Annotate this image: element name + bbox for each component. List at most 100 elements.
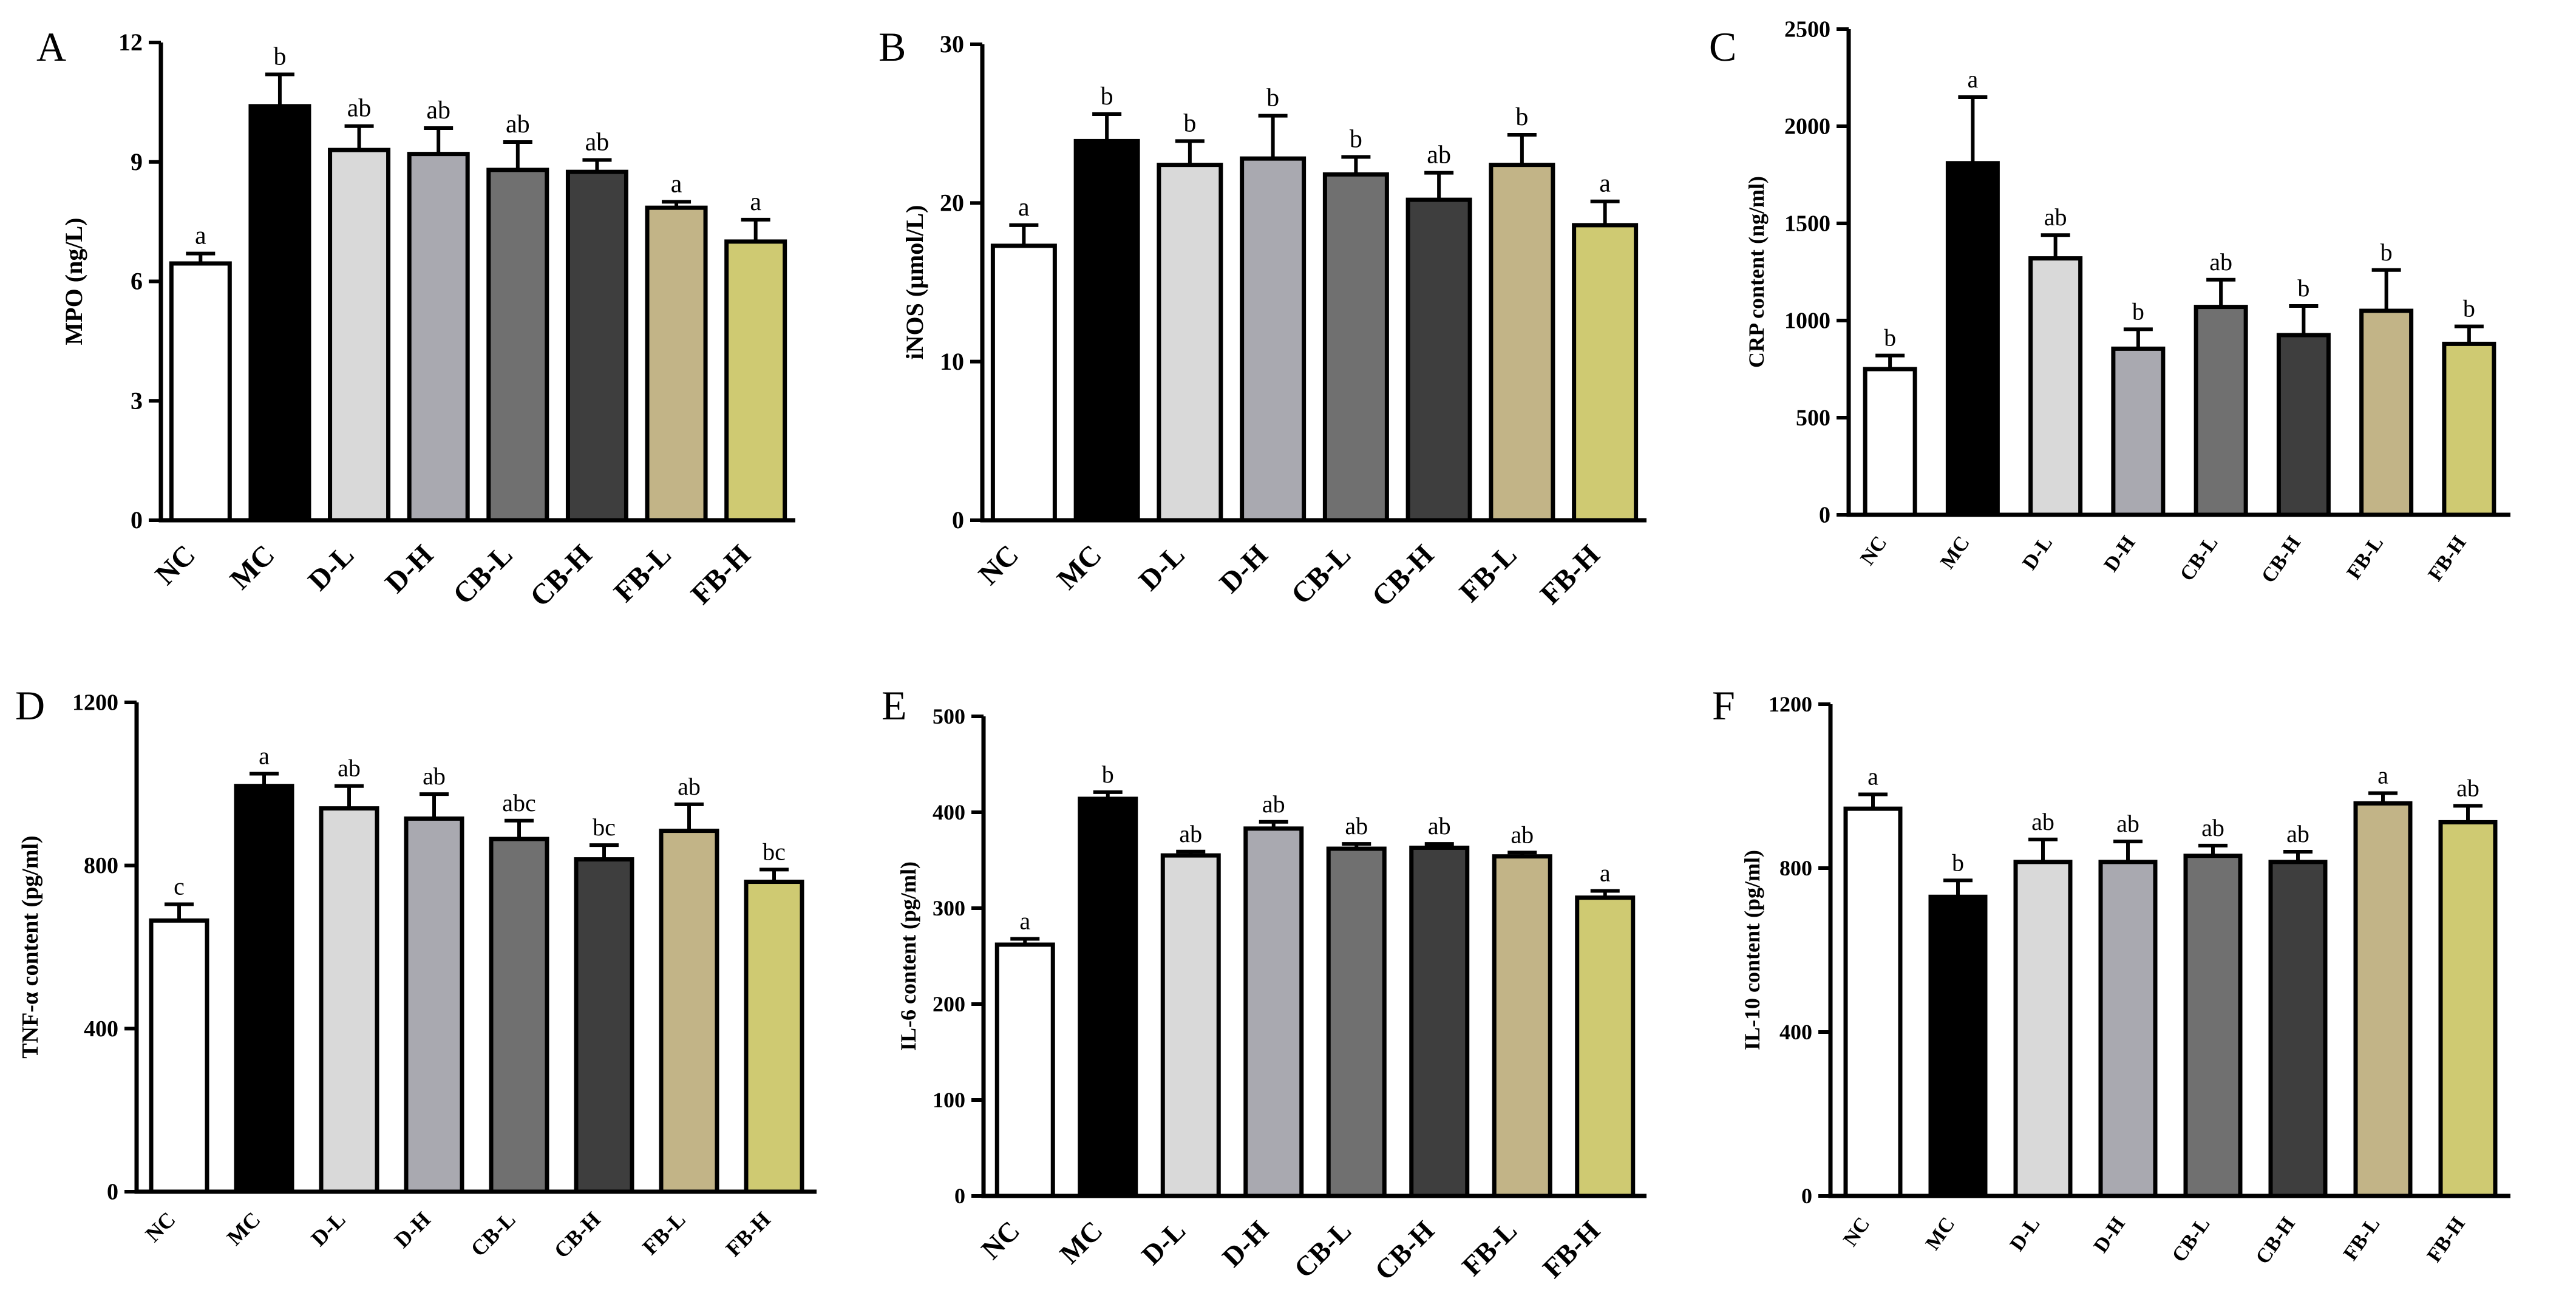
y-tick-label: 0	[954, 1184, 965, 1208]
bar	[744, 880, 804, 1194]
significance-label: b	[1952, 849, 1964, 876]
significance-label: a	[671, 170, 682, 198]
significance-label: ab	[1262, 790, 1285, 818]
bar	[1157, 163, 1223, 523]
y-tick-label: 100	[933, 1088, 965, 1112]
panel-letter: F	[1712, 682, 1735, 728]
bar	[328, 148, 391, 523]
panel-letter: E	[882, 682, 907, 728]
bar	[1492, 854, 1552, 1198]
category-label: CB-L	[2176, 532, 2223, 585]
significance-label: c	[174, 872, 185, 900]
panel-f: F 0 400 800 1200 IL-10 content (pg/ml) a NC b MC a…	[1712, 682, 2510, 1268]
y-tick-label: 200	[933, 992, 965, 1016]
bar	[565, 169, 628, 523]
category-label: CB-L	[1288, 1215, 1358, 1284]
y-axis-title: IL-6 content (pg/ml)	[896, 861, 920, 1051]
category-label: FB-H	[2423, 1213, 2470, 1266]
panel-b: B 0 10 20 30 iNOS (μmol/L) a NC b MC b D-L b D-H b CB-L…	[878, 24, 1647, 613]
y-tick-label: 1500	[1784, 211, 1830, 237]
category-label: MC	[1922, 1213, 1960, 1254]
panel-letter: D	[15, 682, 45, 728]
category-label: D-H	[390, 1207, 435, 1252]
bar	[994, 942, 1055, 1198]
bar	[1489, 163, 1555, 523]
bar	[1243, 826, 1304, 1198]
significance-label: ab	[2031, 808, 2054, 835]
category-label: NC	[973, 538, 1025, 591]
category-label: CB-H	[2251, 1213, 2299, 1268]
y-tick-label: 800	[84, 853, 118, 878]
significance-label: bc	[593, 813, 616, 841]
bar	[1073, 138, 1140, 523]
category-label: D-L	[1135, 1215, 1191, 1271]
category-label: NC	[149, 538, 202, 591]
bar	[489, 837, 549, 1194]
category-label: CB-L	[447, 538, 519, 611]
category-label: FB-L	[608, 538, 678, 608]
significance-label: b	[2132, 297, 2144, 325]
category-label: CB-L	[1285, 538, 1358, 611]
significance-label: ab	[1427, 141, 1451, 169]
significance-label: b	[2381, 239, 2393, 266]
bar	[169, 261, 232, 523]
panel-e: E 0 100 200 300 400 500 IL-6 content (pg/ml) a NC…	[882, 682, 1647, 1286]
category-label: CB-H	[1366, 538, 1440, 613]
category-label: CB-L	[466, 1207, 520, 1261]
category-label: FB-H	[721, 1207, 775, 1261]
significance-label: abc	[502, 789, 536, 817]
panel-c: C 0 500 1000 1500 2000 2500 CRP content (ng/ml)…	[1709, 17, 2510, 587]
category-label: D-H	[379, 538, 440, 599]
significance-label: ab	[678, 773, 701, 800]
bar	[234, 784, 294, 1194]
bar	[1843, 806, 1903, 1198]
y-tick-label: 800	[1779, 856, 1812, 880]
panel-a: A 0 3 6 9 12 MPO (ng/L) a NC b MC ab D-L ab D-H ab CB-L a…	[36, 24, 795, 613]
significance-label: b	[1183, 109, 1196, 137]
bar	[2442, 341, 2496, 517]
significance-label: a	[1600, 860, 1611, 887]
y-tick-label: 2500	[1784, 17, 1830, 42]
category-label: FB-L	[1456, 1215, 1523, 1282]
bar	[2183, 854, 2243, 1198]
significance-label: ab	[1511, 821, 1534, 848]
bar	[724, 239, 787, 523]
significance-label: a	[1967, 66, 1978, 93]
significance-label: b	[1102, 761, 1114, 788]
y-tick-label: 0	[131, 506, 143, 534]
significance-label: b	[1350, 126, 1362, 154]
significance-label: ab	[423, 762, 446, 790]
significance-label: ab	[2044, 203, 2067, 231]
bar	[486, 168, 549, 523]
significance-label: b	[1884, 324, 1896, 351]
significance-label: b	[2463, 295, 2475, 322]
significance-label: b	[1515, 103, 1528, 131]
y-axis-title: MPO (ng/L)	[60, 218, 87, 345]
bar	[990, 243, 1057, 523]
significance-label: a	[195, 222, 206, 250]
significance-label: ab	[1428, 812, 1451, 840]
bar	[1572, 223, 1639, 523]
significance-label: ab	[506, 110, 530, 138]
y-tick-label: 1200	[1769, 692, 1812, 716]
bar	[2268, 860, 2328, 1198]
category-label: D-L	[307, 1207, 350, 1251]
y-tick-label: 400	[84, 1016, 118, 1042]
panel-letter: A	[36, 24, 66, 70]
category-label: FB-L	[2339, 1213, 2385, 1265]
significance-label: ab	[2116, 810, 2139, 837]
significance-label: ab	[2456, 774, 2479, 801]
y-tick-label: 12	[118, 29, 143, 56]
bar	[2098, 860, 2158, 1198]
significance-label: ab	[426, 97, 450, 124]
category-label: CB-H	[2257, 532, 2305, 587]
panel-d: D 0 400 800 1200 TNF-α content (pg/ml) c NC a MC a…	[15, 682, 817, 1263]
category-label: MC	[1936, 532, 1974, 573]
y-tick-label: 9	[131, 148, 143, 175]
bar	[1863, 367, 1917, 517]
y-axis-title: TNF-α content (pg/ml)	[18, 835, 43, 1058]
significance-label: a	[750, 188, 761, 216]
significance-label: b	[273, 42, 286, 70]
bar	[574, 857, 634, 1194]
y-tick-label: 3	[131, 387, 143, 414]
